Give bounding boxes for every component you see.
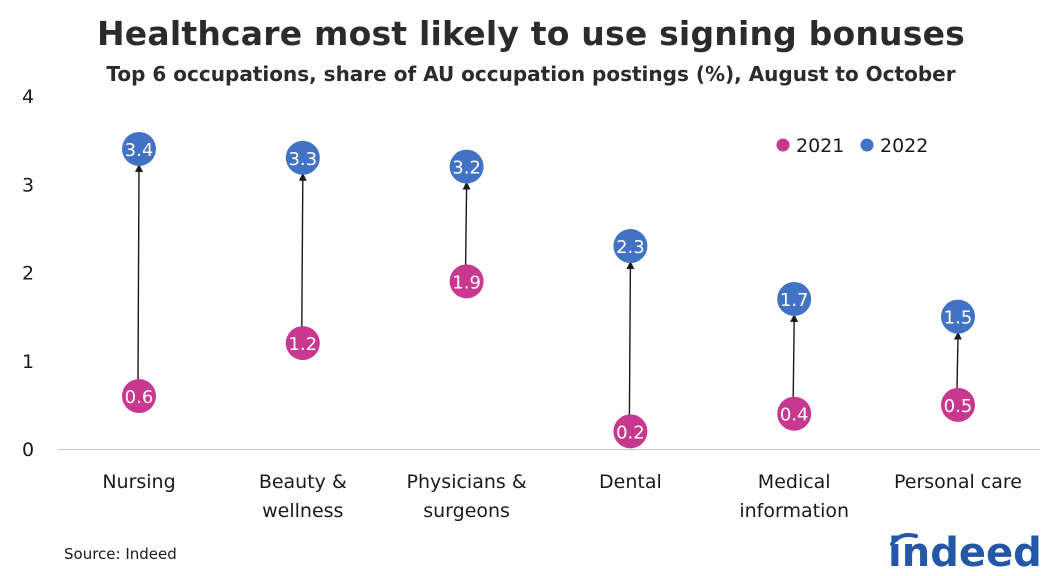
- data-label: 2.3: [616, 237, 645, 258]
- point-2022: [613, 229, 648, 264]
- y-tick-label: 4: [22, 86, 34, 108]
- connector-arrow: [462, 181, 471, 266]
- y-tick-label: 2: [22, 263, 34, 285]
- data-label: 3.3: [288, 149, 317, 170]
- x-tick-label: Personal care: [894, 471, 1022, 493]
- chart-subtitle: Top 6 occupations, share of AU occupatio…: [106, 62, 956, 86]
- x-tick-label: Nursing: [102, 471, 175, 493]
- legend-label: 2022: [880, 135, 928, 157]
- x-tick-label: Physicians &: [407, 471, 527, 493]
- x-tick-label: Beauty &: [259, 471, 347, 493]
- data-label: 0.4: [780, 405, 809, 426]
- point-2021: [449, 264, 484, 299]
- connector-arrow: [626, 261, 635, 416]
- point-2022: [941, 299, 975, 334]
- connector-arrow: [134, 163, 143, 381]
- data-label: 1.9: [452, 272, 481, 293]
- indeed-logo-swoosh: [890, 533, 918, 546]
- data-label: 3.4: [125, 140, 154, 161]
- legend-label: 2021: [796, 135, 844, 157]
- data-label: 0.6: [125, 387, 154, 408]
- point-2021: [777, 396, 812, 431]
- point-2021: [122, 379, 156, 414]
- point-2022: [122, 131, 156, 166]
- data-label: 0.2: [616, 422, 645, 443]
- y-tick-label: 1: [22, 351, 34, 373]
- legend-marker-2021: [776, 138, 790, 152]
- connector-arrow: [953, 331, 962, 389]
- x-tick-label: Medical: [758, 471, 831, 493]
- indeed-logo: indeed: [888, 530, 1042, 576]
- data-label: 1.7: [780, 290, 809, 311]
- x-tick-label: information: [739, 500, 849, 522]
- point-2022: [777, 281, 812, 316]
- y-tick-label: 0: [22, 439, 34, 461]
- x-tick-label: Dental: [599, 471, 662, 493]
- data-label: 1.5: [944, 308, 973, 329]
- indeed-logo-text: indeed: [888, 530, 1042, 576]
- chart-title: Healthcare most likely to use signing bo…: [96, 14, 966, 53]
- connector-arrow: [298, 172, 307, 328]
- x-tick-label: surgeons: [423, 500, 510, 522]
- source-note: Source: Indeed: [64, 545, 177, 563]
- point-2021: [941, 387, 975, 422]
- data-label: 1.2: [288, 334, 317, 355]
- legend-marker-2022: [860, 138, 874, 152]
- x-tick-label: wellness: [262, 500, 343, 522]
- point-2021: [285, 326, 320, 361]
- data-label: 3.2: [452, 158, 481, 179]
- point-2021: [613, 414, 648, 449]
- y-tick-label: 3: [22, 174, 34, 196]
- point-2022: [449, 149, 484, 184]
- point-2022: [285, 140, 320, 175]
- connector-arrow: [790, 313, 799, 398]
- data-label: 0.5: [944, 396, 973, 417]
